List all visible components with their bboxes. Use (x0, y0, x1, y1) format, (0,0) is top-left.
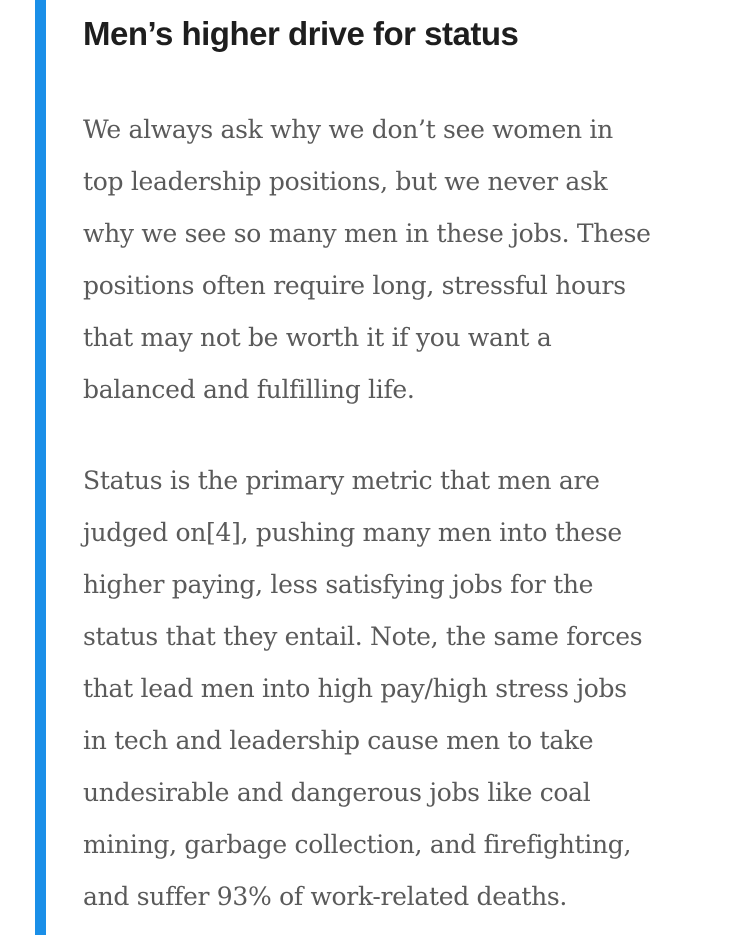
paragraph-line: balanced and fulfilling life. (83, 375, 415, 404)
paragraph-line: top leadership positions, but we never a… (83, 167, 608, 196)
section-heading: Men’s higher drive for status (83, 15, 519, 52)
article-section: Men’s higher drive for status We always … (83, 0, 733, 923)
paragraph-line: status that they entail. Note, the same … (83, 622, 643, 651)
paragraph-line: judged on[4], pushing many men into thes… (83, 518, 622, 547)
paragraph-line: higher paying, less satisfying jobs for … (83, 570, 594, 599)
paragraph-line: positions often require long, stressful … (83, 271, 626, 300)
paragraph-line: Status is the primary metric that men ar… (83, 466, 600, 495)
paragraph-line: why we see so many men in these jobs. Th… (83, 219, 651, 248)
paragraph-line: and suffer 93% of work-related deaths. (83, 882, 568, 911)
paragraph-line: mining, garbage collection, and firefigh… (83, 830, 632, 859)
paragraph-status: Status is the primary metric that men ar… (83, 455, 733, 923)
paragraph-line: We always ask why we don’t see women in (83, 115, 613, 144)
blockquote-accent-bar (35, 0, 46, 935)
paragraph-line: undesirable and dangerous jobs like coal (83, 778, 591, 807)
paragraph-leadership: We always ask why we don’t see women in … (83, 104, 733, 416)
paragraph-line: in tech and leadership cause men to take (83, 726, 594, 755)
paragraph-line: that may not be worth it if you want a (83, 323, 552, 352)
paragraph-line: that lead men into high pay/high stress … (83, 674, 627, 703)
